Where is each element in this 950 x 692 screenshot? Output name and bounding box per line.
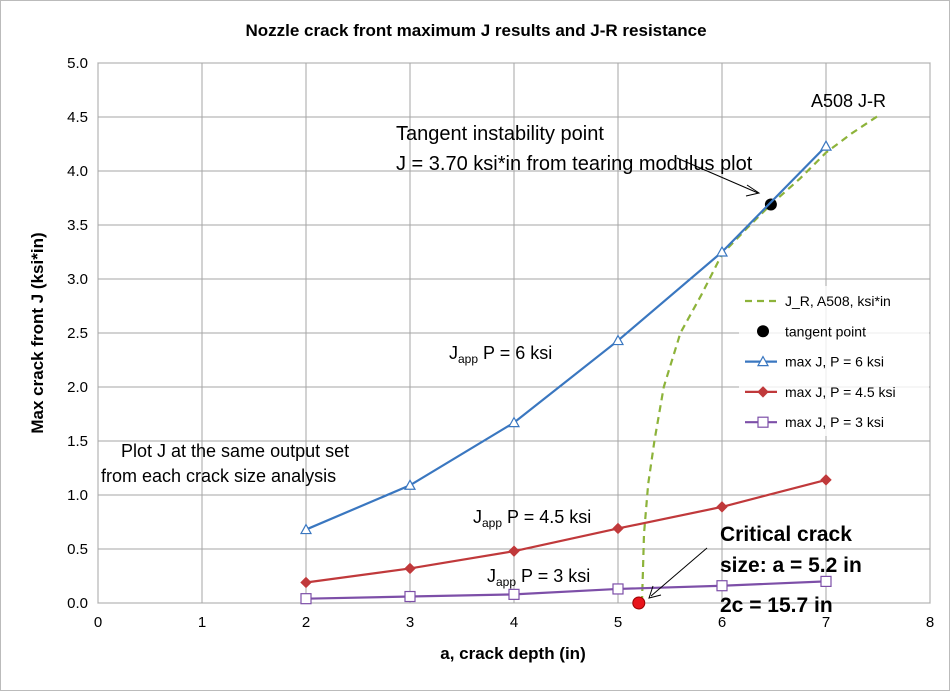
x-tick-label: 1 bbox=[198, 614, 206, 631]
x-tick-label: 6 bbox=[718, 614, 726, 631]
data-point bbox=[300, 576, 312, 589]
tangent-annotation-line2: J = 3.70 ksi*in from tearing modulus plo… bbox=[396, 153, 753, 175]
legend-swatch-marker bbox=[756, 355, 770, 367]
tangent-arrowhead bbox=[745, 184, 761, 197]
x-tick-label: 0 bbox=[94, 614, 102, 631]
y-tick-label: 5.0 bbox=[67, 55, 88, 72]
japp-p3-label: Japp P = 3 ksi bbox=[487, 566, 590, 589]
x-axis-label: a, crack depth (in) bbox=[440, 644, 585, 663]
legend-swatch-marker bbox=[757, 386, 769, 398]
series-1 bbox=[764, 198, 777, 211]
data-point bbox=[300, 593, 312, 605]
data-point bbox=[612, 522, 624, 535]
x-tick-label: 3 bbox=[406, 614, 414, 631]
critical-annotation-line3: 2c = 15.7 in bbox=[720, 594, 833, 617]
data-point bbox=[764, 198, 777, 211]
data-point bbox=[820, 575, 832, 588]
data-point bbox=[820, 474, 832, 486]
legend-label: max J, P = 6 ksi bbox=[785, 354, 884, 370]
series-2 bbox=[299, 139, 833, 535]
y-tick-label: 3.5 bbox=[67, 217, 88, 234]
data-point bbox=[819, 139, 833, 151]
x-tick-label: 2 bbox=[302, 614, 310, 631]
data-point bbox=[299, 523, 313, 535]
data-point bbox=[507, 416, 521, 428]
x-tick-label: 8 bbox=[926, 614, 934, 631]
data-point bbox=[404, 562, 416, 575]
series-line bbox=[305, 580, 827, 600]
critical-arrowhead bbox=[648, 585, 662, 599]
japp-p6-label: Japp P = 6 ksi bbox=[449, 343, 552, 366]
legend-label: max J, P = 3 ksi bbox=[785, 414, 884, 430]
data-point bbox=[715, 245, 729, 257]
legend-label: tangent point bbox=[785, 323, 866, 339]
y-tick-label: 4.0 bbox=[67, 163, 88, 180]
tangent-annotation-line1: Tangent instability point bbox=[396, 123, 604, 145]
y-axis-label: Max crack front J (ksi*in) bbox=[28, 232, 47, 433]
critical-arrow bbox=[650, 547, 708, 597]
tangent-arrow bbox=[676, 157, 759, 194]
y-tick-label: 0.5 bbox=[67, 541, 88, 558]
data-point bbox=[716, 580, 728, 592]
y-tick-label: 4.5 bbox=[67, 109, 88, 126]
series-3 bbox=[300, 474, 832, 589]
y-tick-label: 2.0 bbox=[67, 379, 88, 396]
jr-label: A508 J-R bbox=[811, 91, 886, 111]
legend: J_R, A508, ksi*in tangent point max J, P =… bbox=[739, 286, 929, 436]
y-tick-label: 3.0 bbox=[67, 271, 88, 288]
series-line bbox=[640, 115, 879, 604]
data-point bbox=[404, 590, 416, 603]
series-0 bbox=[640, 115, 879, 604]
y-tick-label: 1.5 bbox=[67, 433, 88, 450]
data-point bbox=[508, 588, 520, 600]
japp-p45-label: Japp P = 4.5 ksi bbox=[473, 507, 591, 530]
y-tick-label: 1.0 bbox=[67, 487, 88, 504]
critical-annotation-line2: size: a = 5.2 in bbox=[720, 554, 862, 577]
x-tick-label: 5 bbox=[614, 614, 622, 631]
data-point bbox=[403, 479, 417, 490]
x-tick-label: 4 bbox=[510, 614, 518, 631]
critical-annotation-line1: Critical crack bbox=[720, 523, 852, 546]
legend-swatch-marker bbox=[757, 325, 769, 338]
y-tick-label: 2.5 bbox=[67, 325, 88, 342]
plot-note-line1: Plot J at the same output set bbox=[121, 441, 349, 461]
legend-swatch-marker bbox=[757, 416, 769, 428]
data-point bbox=[612, 583, 624, 595]
legend-label: max J, P = 4.5 ksi bbox=[785, 384, 896, 400]
x-tick-label: 7 bbox=[822, 614, 830, 631]
plot-note-line2: from each crack size analysis bbox=[101, 466, 336, 486]
series-line bbox=[305, 145, 827, 531]
data-point bbox=[508, 545, 520, 557]
series-4 bbox=[300, 575, 832, 605]
legend-label: J_R, A508, ksi*in bbox=[785, 293, 891, 309]
data-point bbox=[611, 334, 625, 346]
series-line bbox=[305, 478, 827, 584]
data-point bbox=[716, 501, 728, 513]
critical-point bbox=[632, 596, 646, 610]
y-tick-label: 0.0 bbox=[67, 595, 88, 612]
chart-title: Nozzle crack front maximum J results and… bbox=[245, 21, 706, 40]
